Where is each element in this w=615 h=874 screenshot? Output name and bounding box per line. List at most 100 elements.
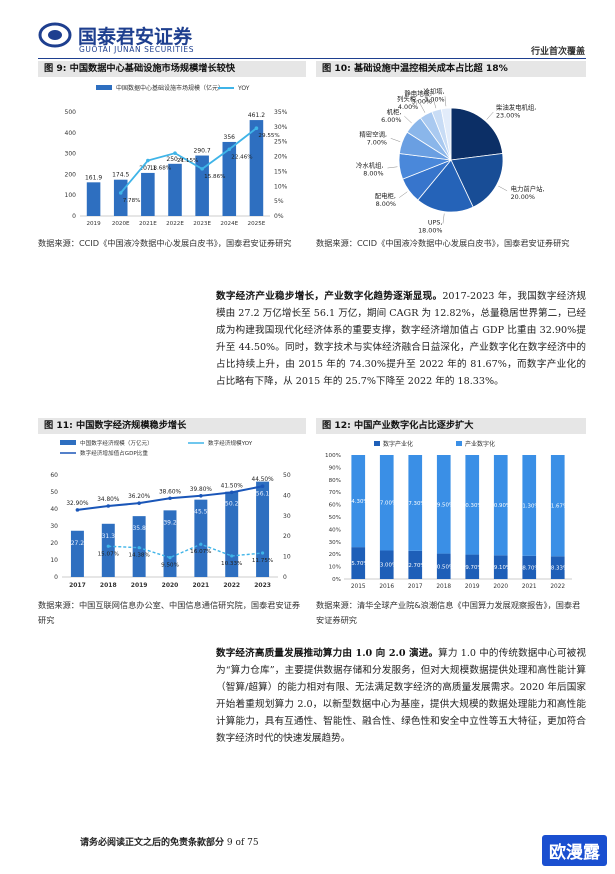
fig11-x-tick: 2018 [100,582,117,589]
fig12-bar-b [351,455,366,548]
fig9-x-tick: 2023E [193,221,211,227]
fig12-y-tick: 60% [329,503,341,509]
fig12-bar-b [379,455,394,551]
fig11-bar-label: 50.2 [225,501,239,508]
fig11-source: 数据来源：中国互联网信息办公室、中国信息通信研究院，国泰君安证券研究 [38,600,301,625]
fig12-bar-b-label: 79.50% [433,502,454,508]
fig11-x-tick: 2023 [254,582,271,589]
fig10-slice [440,107,452,161]
fig9-yoy-label: 29.55% [258,133,279,139]
fig9-bar [168,163,182,216]
fig10-slice [417,159,474,213]
fig10-slice-value: 3.00% [424,95,444,103]
fig11-yoy-point [137,546,141,550]
fig12-bar-b [465,455,480,555]
fig11-gdp-point [106,504,111,508]
fig12-x-tick: 2018 [436,584,451,590]
fig11-legend-bar: 中国数字经济规模（万亿元） [80,439,153,447]
fig9-yoy-label: 21.15% [177,158,198,164]
fig9-y-tick: 300 [65,151,77,158]
fig12-bar-a [550,556,565,579]
fig11-y2-tick: 50 [283,472,291,479]
fig12-title: 图 12: 中国产业数字化占比逐步扩大 [316,418,586,434]
fig10-slice-name: 柴油发电机组, [496,102,536,111]
fig12-bar-b-label: 80.90% [490,503,511,509]
fig9-yoy-line [120,127,257,194]
fig12-bar-a [436,553,451,579]
fig11-gdp-label: 41.50% [221,483,244,489]
fig11-y2-tick: 20 [283,533,291,540]
fig12-y-tick: 20% [329,552,341,558]
fig9-y-tick: 100 [65,192,77,199]
fig9-yoy-point [227,147,232,152]
fig9-bar-label: 250.9 [166,156,183,163]
fig10-slice-name: 冷却塔, [423,86,444,95]
fig9-yoy-point [200,167,204,171]
footer-disclaimer: 请务必阅读正文之后的免责条款部分 [80,838,225,848]
fig12-bar-b-label: 81.67% [547,504,568,510]
fig11-bar-label: 31.3 [102,533,116,540]
fig9-x-tick: 2021E [139,221,157,227]
fig11-gdp-label: 39.80% [190,487,213,493]
fig12-bar-a [408,550,423,579]
fig11-gdp-point [229,490,234,495]
fig12-y-tick: 80% [329,478,341,484]
fig9-bar [249,120,264,216]
fig9-x-tick: 2020E [112,221,130,227]
fig10-slice-value: 7.00% [367,139,387,147]
fig12-y-tick: 70% [329,490,341,496]
logo-emblem-icon [38,22,72,48]
fig9-bar-label: 174.5 [112,172,129,179]
fig12-bar-a-label: 23.00% [376,563,397,569]
fig9-yoy-point [146,158,150,163]
fig10-slice-value: 8.00% [363,169,383,177]
fig11-yoy-label: 9.50% [161,563,179,569]
fig11-bar [101,523,115,577]
fig9-bar-label: 207.1 [139,165,156,172]
fig12-bar-b [436,455,451,554]
fig11-y-tick: 0 [54,574,58,581]
fig12-y-tick: 100% [325,453,341,459]
fig12-x-tick: 2021 [522,584,537,590]
fig11-y2-tick: 40 [283,492,291,499]
fig10-slice-name: 机柜, [387,107,402,116]
fig9-y2-tick: 20% [274,154,288,161]
fig9-y-tick: 200 [65,171,77,178]
fig11-yoy-line [108,543,263,559]
footer-page: 9 of 75 [226,838,259,848]
fig10-leader-line [444,96,447,107]
fig12-bar-b-label: 77.00% [376,501,397,507]
fig9-yoy-point [173,151,177,155]
fig9-y2-tick: 10% [274,183,288,190]
fig11-yoy-point [168,556,172,560]
fig11-gdp-label: 36.20% [128,494,151,500]
fig12-legend-a: 数字产业化 [383,440,413,448]
fig11-x-tick: 2020 [162,582,179,589]
fig11-legend-bar-swatch [60,440,76,445]
fig11-bar [70,530,84,577]
fig10-leader-line [419,103,426,113]
fig12-x-tick: 2015 [351,584,366,590]
fig9-yoy-label: 7.78% [123,198,141,204]
fig12-x-tick: 2022 [550,584,565,590]
fig10-source: 数据来源：CCID《中国液冷数据中心发展白皮书》，国泰君安证券研究 [316,238,570,248]
fig12-bar-a [493,555,508,579]
fig11-yoy-point [199,542,203,546]
fig11-x-tick: 2019 [131,582,148,589]
fig12-x-tick: 2020 [493,584,508,590]
fig10-slice [450,107,504,161]
fig9-yoy-point [118,191,123,195]
report-type: 行业首次覆盖 [530,47,585,57]
fig11-y-tick: 60 [50,472,58,479]
fig10-title: 图 10: 基础设施中温控相关成本占比超 18% [316,61,586,77]
fig11-y2-tick: 30 [283,513,291,520]
fig11-yoy-label: 14.38% [128,553,149,559]
fig12-bar-b [493,455,508,556]
fig9-y2-tick: 5% [274,198,284,205]
fig12-bar-a [465,554,480,579]
fig11-x-tick: 2022 [223,582,240,589]
fig11-bar-label: 45.5 [194,509,208,516]
fig10-slice-value: 4.00% [398,103,418,111]
company-logo [38,22,72,48]
fig10-slice-value: 8.00% [376,200,396,208]
